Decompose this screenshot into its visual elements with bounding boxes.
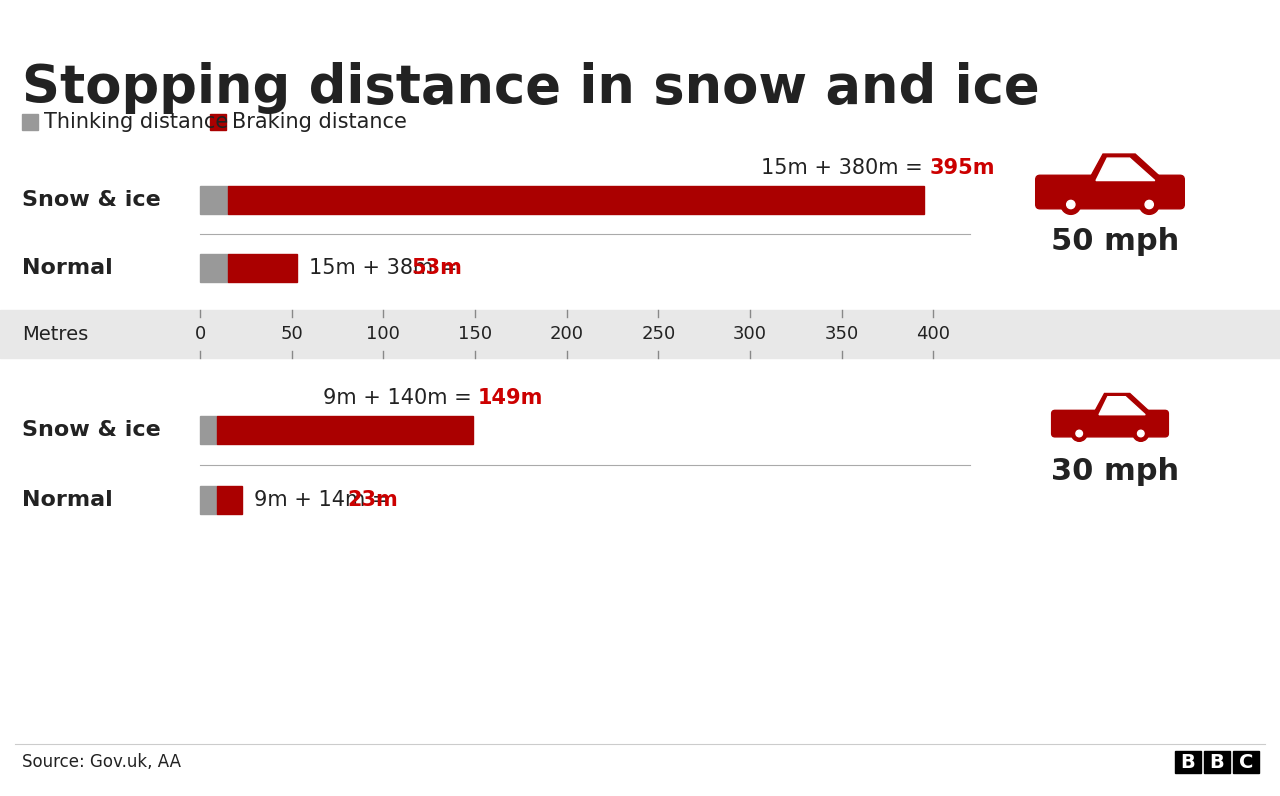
Text: Stopping distance in snow and ice: Stopping distance in snow and ice: [22, 62, 1039, 114]
Text: 15m + 38m =: 15m + 38m =: [310, 258, 465, 278]
Text: 0: 0: [195, 325, 206, 343]
Bar: [0, 310, 1280, 358]
Polygon shape: [1096, 158, 1155, 181]
Text: 30 mph: 30 mph: [1051, 458, 1179, 486]
Bar: [216, 416, 474, 444]
Circle shape: [1133, 426, 1148, 441]
Text: 250: 250: [641, 325, 676, 343]
Text: 50 mph: 50 mph: [1051, 228, 1179, 256]
Text: 149m: 149m: [479, 388, 544, 408]
Text: 15m + 380m =: 15m + 380m =: [760, 158, 929, 178]
Text: Snow & ice: Snow & ice: [22, 190, 161, 210]
Text: 53m: 53m: [411, 258, 462, 278]
Text: 350: 350: [824, 325, 859, 343]
Text: Normal: Normal: [22, 490, 113, 510]
Circle shape: [1071, 426, 1087, 441]
Bar: [200, 416, 216, 444]
Text: Snow & ice: Snow & ice: [22, 420, 161, 440]
Bar: [228, 254, 297, 282]
Polygon shape: [1089, 154, 1164, 180]
Text: 50: 50: [280, 325, 303, 343]
Bar: [1044, 181, 1176, 202]
Polygon shape: [1100, 396, 1146, 415]
Circle shape: [1138, 430, 1144, 437]
Text: Metres: Metres: [22, 325, 88, 344]
Bar: [1204, 751, 1230, 773]
Text: Normal: Normal: [22, 258, 113, 278]
Text: 400: 400: [916, 325, 950, 343]
Polygon shape: [1093, 393, 1152, 414]
Circle shape: [1066, 201, 1075, 209]
Text: Braking distance: Braking distance: [232, 112, 407, 132]
Text: 300: 300: [733, 325, 767, 343]
Text: Source: Gov.uk, AA: Source: Gov.uk, AA: [22, 753, 180, 771]
Text: 395m: 395m: [929, 158, 995, 178]
Bar: [22, 114, 38, 130]
Circle shape: [1076, 430, 1083, 437]
Bar: [1059, 416, 1162, 431]
Text: B: B: [1180, 754, 1196, 772]
Bar: [210, 114, 227, 130]
Bar: [1175, 751, 1201, 773]
Text: C: C: [1239, 754, 1253, 772]
Bar: [1233, 751, 1260, 773]
Text: 150: 150: [458, 325, 492, 343]
FancyBboxPatch shape: [1036, 175, 1184, 209]
Text: 23m: 23m: [348, 490, 398, 510]
Bar: [200, 486, 216, 514]
Text: Thinking distance: Thinking distance: [44, 112, 228, 132]
Text: B: B: [1210, 754, 1225, 772]
Circle shape: [1146, 201, 1153, 209]
Bar: [200, 254, 228, 282]
Text: 200: 200: [549, 325, 584, 343]
Bar: [200, 186, 228, 214]
Text: 100: 100: [366, 325, 401, 343]
Bar: [228, 186, 924, 214]
Circle shape: [1139, 195, 1160, 214]
Text: 9m + 140m =: 9m + 140m =: [323, 388, 479, 408]
FancyBboxPatch shape: [1052, 410, 1169, 437]
Bar: [216, 486, 242, 514]
Circle shape: [1061, 195, 1080, 214]
Text: 9m + 14m =: 9m + 14m =: [255, 490, 397, 510]
